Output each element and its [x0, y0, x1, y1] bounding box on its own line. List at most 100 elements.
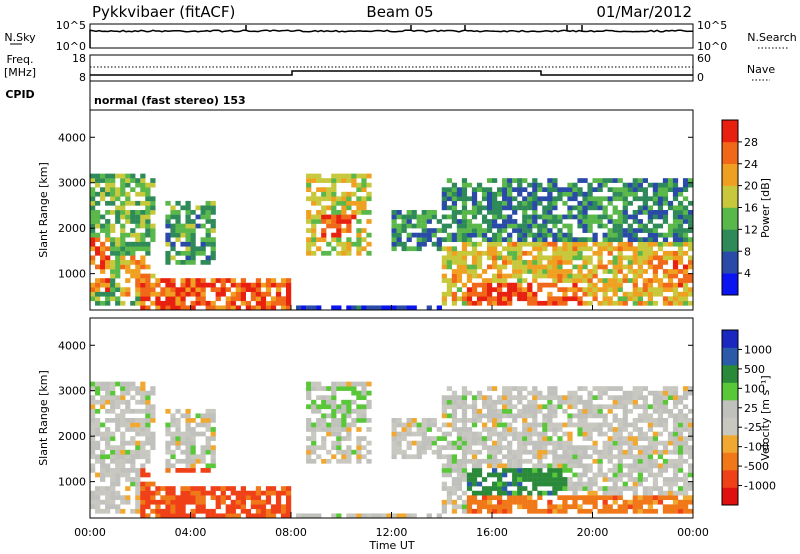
power-cell: [140, 210, 146, 215]
velocity-cell: [522, 427, 528, 432]
power-cell: [622, 232, 628, 238]
velocity-cell: [95, 445, 101, 451]
velocity-cell: [647, 445, 654, 451]
velocity-cell: [215, 486, 221, 491]
power-cell: [311, 173, 317, 179]
power-cell: [687, 287, 694, 293]
velocity-cell: [597, 458, 603, 464]
power-cell: [527, 232, 533, 238]
velocity-cell: [406, 431, 412, 437]
power-cell: [662, 241, 669, 247]
velocity-cell: [100, 454, 106, 460]
power-cell: [617, 255, 623, 261]
power-cell: [265, 291, 272, 297]
velocity-cell: [627, 431, 633, 437]
power-cell: [110, 287, 116, 293]
power-cell: [567, 273, 573, 279]
power-cell: [497, 228, 503, 233]
power-cell: [316, 210, 322, 215]
velocity-cell: [150, 499, 156, 505]
velocity-cell: [125, 381, 131, 387]
power-cell: [175, 287, 181, 293]
velocity-cell: [597, 386, 603, 391]
velocity-cell: [476, 508, 483, 514]
velocity-cell: [331, 395, 337, 401]
power-cell: [321, 205, 327, 211]
power-cell: [552, 255, 558, 261]
power-cell: [627, 200, 633, 206]
velocity-cell: [90, 381, 96, 387]
power-cell: [532, 223, 538, 229]
power-cell: [185, 291, 191, 297]
power-cell: [652, 269, 659, 274]
velocity-cell: [140, 431, 146, 437]
power-cell: [451, 250, 458, 256]
velocity-cell: [567, 431, 573, 437]
power-cell: [356, 205, 362, 211]
velocity-cell: [95, 504, 101, 510]
velocity-cell: [607, 468, 613, 473]
velocity-cell: [547, 477, 553, 482]
power-cell: [612, 178, 618, 183]
velocity-cell: [637, 454, 643, 460]
power-cell: [436, 219, 442, 224]
velocity-cell: [507, 445, 513, 451]
power-cell: [497, 205, 503, 211]
power-cell: [105, 282, 111, 288]
power-cell: [456, 260, 463, 265]
velocity-cell: [90, 504, 96, 510]
power-cell: [105, 260, 111, 265]
power-cell: [557, 214, 563, 220]
power-cell: [522, 278, 528, 283]
velocity-cell: [597, 431, 603, 437]
velocity-cell: [552, 422, 558, 428]
velocity-cell: [652, 404, 659, 410]
power-cell: [597, 264, 603, 270]
velocity-cell: [456, 436, 463, 441]
power-cell: [637, 187, 643, 193]
power-cell: [451, 232, 458, 238]
power-cell: [527, 205, 533, 211]
power-cell: [502, 200, 508, 206]
power-cell: [311, 305, 317, 311]
velocity-cell: [497, 495, 503, 501]
velocity-cell: [547, 481, 553, 487]
velocity-cell: [612, 499, 618, 505]
power-cell: [145, 287, 151, 293]
power-cell: [115, 219, 121, 224]
power-cell: [622, 191, 628, 197]
power-cell: [677, 228, 684, 233]
velocity-cell: [547, 436, 553, 441]
power-cell: [597, 214, 603, 220]
velocity-cell: [537, 472, 543, 478]
power-cell: [512, 269, 518, 274]
power-cell: [512, 260, 518, 265]
velocity-cell: [577, 472, 583, 478]
velocity-cell: [642, 436, 648, 441]
velocity-cell: [306, 422, 312, 428]
velocity-cell: [461, 445, 468, 451]
velocity-cell: [210, 413, 216, 419]
power-cell: [512, 250, 518, 256]
power-cell: [100, 187, 106, 193]
velocity-cell: [361, 454, 367, 460]
power-cell: [190, 291, 196, 297]
power-cell: [110, 200, 116, 206]
power-cell: [682, 237, 689, 243]
velocity-cell: [587, 477, 593, 482]
velocity-cell: [446, 399, 453, 405]
velocity-cell: [617, 490, 623, 496]
power-cell: [185, 287, 191, 293]
velocity-cell: [135, 399, 141, 405]
velocity-cell: [356, 445, 362, 451]
velocity-cell: [426, 513, 432, 519]
power-cell: [436, 237, 442, 243]
power-cell: [682, 178, 689, 183]
velocity-cell: [145, 413, 151, 419]
power-cell: [622, 214, 628, 220]
power-cell: [552, 241, 558, 247]
velocity-cell: [471, 422, 478, 428]
power-cell: [396, 228, 402, 233]
velocity-cell: [100, 436, 106, 441]
power-cell: [532, 178, 538, 183]
